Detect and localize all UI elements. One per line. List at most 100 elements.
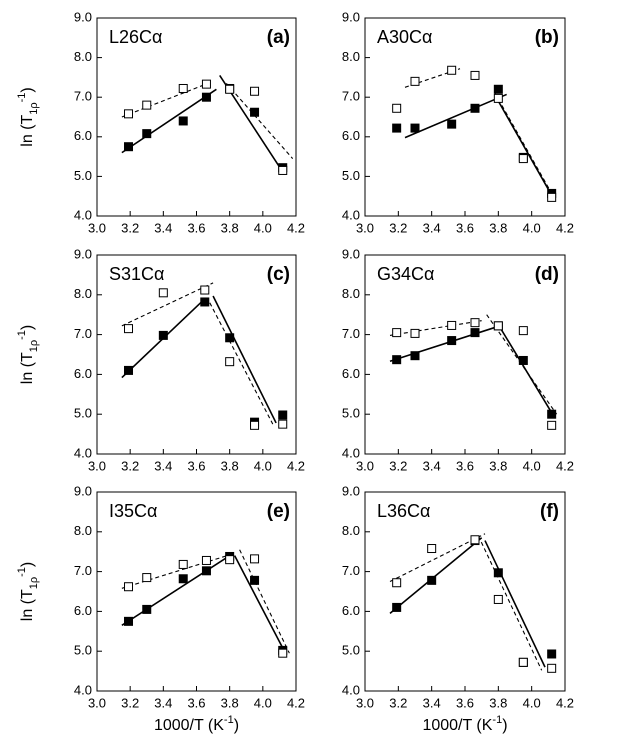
data-point: [427, 544, 437, 554]
y-tick-label: 7.0: [342, 326, 360, 341]
data-point: [447, 320, 457, 330]
data-point: [470, 318, 480, 328]
x-tick-label: 4.2: [287, 458, 305, 473]
x-tick-label: 4.0: [254, 220, 272, 235]
y-tick-label: 9.0: [74, 246, 92, 261]
data-point: [427, 575, 437, 585]
data-point: [124, 616, 134, 626]
label-part: -1: [16, 330, 28, 340]
y-tick-label: 5.0: [342, 168, 360, 183]
data-point: [250, 554, 260, 564]
data-point: [201, 555, 211, 565]
fit-line: [404, 93, 507, 139]
x-tick-label: 3.8: [489, 695, 507, 710]
label-part: -1: [492, 714, 502, 726]
data-point: [392, 355, 402, 365]
x-tick-label: 4.0: [523, 458, 541, 473]
y-tick-label: 5.0: [74, 643, 92, 658]
label-part: ): [19, 87, 36, 92]
x-tick-label: 3.6: [456, 220, 474, 235]
y-tick-label: 5.0: [74, 168, 92, 183]
y-tick-label: 6.0: [342, 366, 360, 381]
panel-title: A30Cα: [377, 27, 432, 47]
data-point: [158, 288, 168, 298]
data-point: [470, 535, 480, 545]
data-point: [178, 116, 188, 126]
data-point: [225, 333, 235, 343]
y-axis-label: ln (T1ρ-1): [16, 562, 40, 621]
data-point: [124, 365, 134, 375]
panel: 3.0 3.2 3.4 3.6 3.8 4.0 4.2 4.0 5.0 6.0 7.0 8.0 9.0 S…: [16, 246, 305, 473]
y-axis-label: ln (T1ρ-1): [16, 87, 40, 146]
fit-line: [121, 555, 231, 627]
data-point: [392, 123, 402, 133]
x-tick-label: 3.0: [356, 220, 374, 235]
y-tick-label: 8.0: [342, 49, 360, 64]
label-part: 1ρ: [28, 340, 40, 352]
y-tick-label: 9.0: [342, 9, 360, 24]
data-point: [547, 409, 557, 419]
fit-line: [497, 324, 556, 419]
x-tick-label: 3.2: [389, 695, 407, 710]
fit-line: [233, 555, 287, 655]
x-tick-label: 4.2: [287, 220, 305, 235]
fit-line: [494, 92, 558, 203]
data-point: [547, 649, 557, 659]
x-tick-label: 3.6: [456, 458, 474, 473]
plot-frame: [364, 491, 566, 692]
x-tick-label: 4.2: [556, 458, 574, 473]
fit-line: [389, 533, 486, 583]
panel: 3.0 3.2 3.4 3.6 3.8 4.0 4.2 4.0 5.0 6.0 7.0 8.0 9.0 I…: [16, 483, 305, 734]
data-point: [547, 420, 557, 430]
fit-line: [225, 82, 294, 159]
x-tick-label: 3.4: [154, 220, 172, 235]
y-tick-label: 6.0: [342, 128, 360, 143]
y-tick-label: 8.0: [74, 286, 92, 301]
y-tick-label: 9.0: [74, 9, 92, 24]
data-point: [178, 574, 188, 584]
y-tick-label: 4.0: [342, 207, 360, 222]
data-point: [470, 70, 480, 80]
data-point: [447, 119, 457, 129]
x-tick-label: 3.2: [389, 458, 407, 473]
data-point: [470, 103, 480, 113]
y-tick-label: 4.0: [74, 207, 92, 222]
panel-label: (e): [267, 501, 290, 522]
data-point: [178, 559, 188, 569]
y-tick-label: 5.0: [74, 406, 92, 421]
x-tick-label: 4.0: [254, 695, 272, 710]
y-tick-label: 7.0: [342, 563, 360, 578]
data-point: [201, 79, 211, 89]
y-tick-label: 9.0: [74, 483, 92, 498]
fit-line: [486, 314, 558, 415]
panel-title: I35Cα: [109, 501, 157, 521]
x-tick-label: 3.6: [456, 695, 474, 710]
panel-label: (d): [535, 264, 559, 285]
panel-title: G34Cα: [377, 264, 434, 284]
data-point: [518, 154, 528, 164]
data-point: [158, 330, 168, 340]
x-tick-label: 3.0: [356, 695, 374, 710]
label-part: ): [502, 717, 507, 734]
panel: 3.0 3.2 3.4 3.6 3.8 4.0 4.2 4.0 5.0 6.0 7.0 8.0 9.0 G…: [342, 246, 574, 473]
fit-line: [121, 80, 214, 118]
panel-label: (f): [540, 501, 559, 522]
y-tick-label: 7.0: [74, 563, 92, 578]
x-tick-label: 3.6: [187, 695, 205, 710]
y-tick-label: 6.0: [74, 366, 92, 381]
panel: 3.0 3.2 3.4 3.6 3.8 4.0 4.2 4.0 5.0 6.0 7.0 8.0 9.0 A…: [342, 9, 574, 235]
data-point: [447, 65, 457, 75]
data-point: [410, 328, 420, 338]
label-part: ): [19, 325, 36, 330]
panel-label: (a): [267, 27, 290, 48]
label-part: 1ρ: [28, 102, 40, 114]
data-point: [225, 357, 235, 367]
data-point: [142, 100, 152, 110]
label-part: -1: [16, 93, 28, 103]
data-point: [447, 336, 457, 346]
x-tick-label: 3.4: [423, 695, 441, 710]
data-point: [493, 594, 503, 604]
label-part: 1000/T (K: [154, 717, 224, 734]
y-tick-label: 9.0: [342, 246, 360, 261]
x-tick-label: 3.4: [423, 220, 441, 235]
